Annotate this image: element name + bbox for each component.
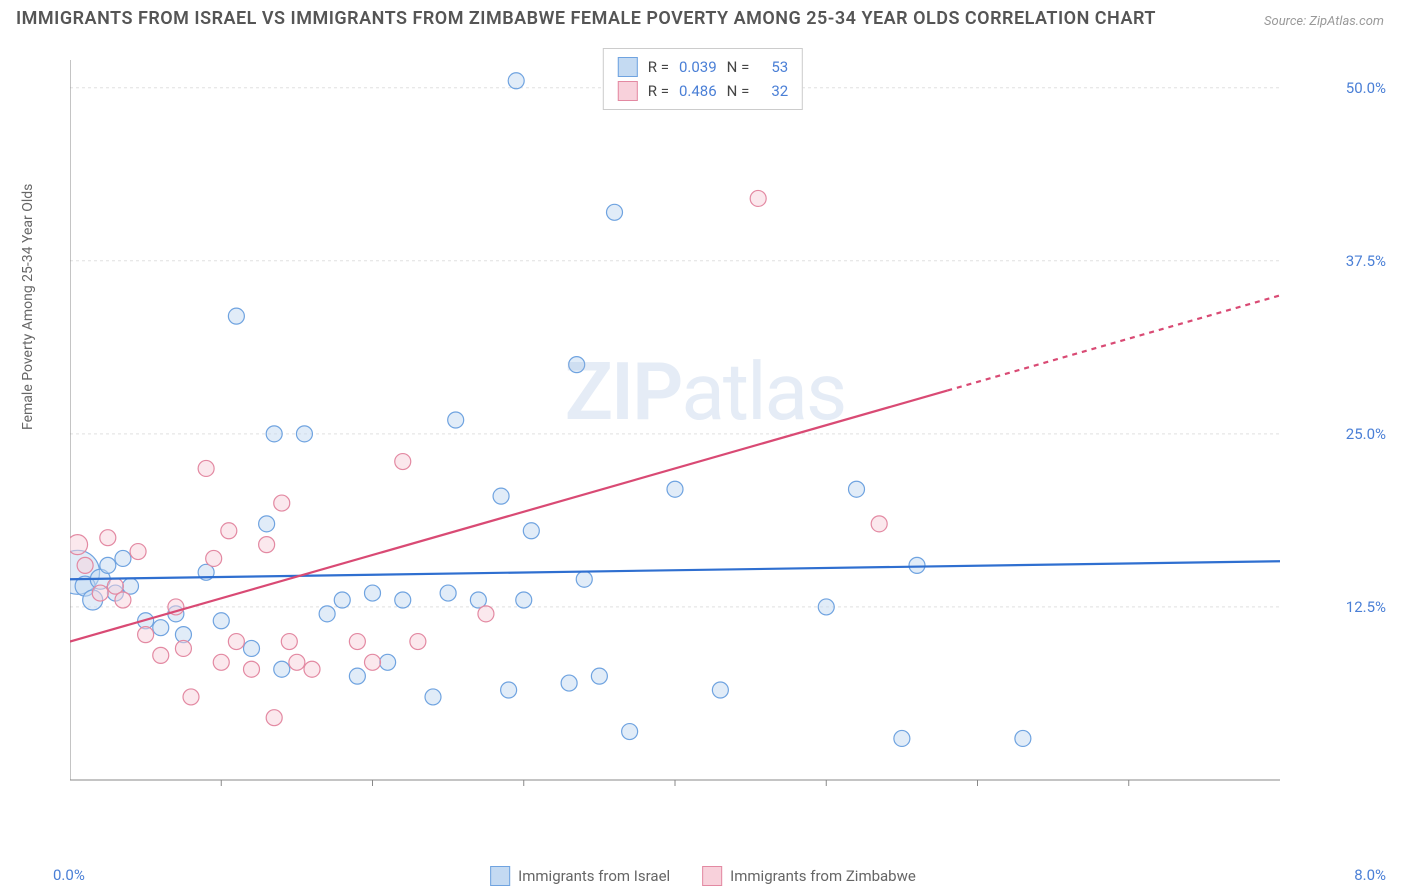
r-label: R =	[648, 82, 669, 100]
y-tick-label: 50.0%	[1346, 79, 1386, 97]
legend-label-zimbabwe: Immigrants from Zimbabwe	[730, 867, 916, 885]
n-value-zimbabwe: 32	[771, 82, 788, 100]
source-attribution: Source: ZipAtlas.com	[1264, 14, 1384, 29]
legend-correlation-row: R = 0.486 N = 32	[618, 79, 788, 103]
n-label: N =	[727, 58, 750, 76]
r-value-israel: 0.039	[679, 58, 717, 76]
n-value-israel: 53	[771, 58, 788, 76]
x-axis-min-label: 0.0%	[53, 866, 85, 884]
scatter-chart	[70, 50, 1340, 810]
n-label: N =	[727, 82, 750, 100]
x-axis-max-label: 8.0%	[1354, 866, 1386, 884]
y-tick-label: 12.5%	[1346, 598, 1386, 616]
legend-swatch-israel	[618, 57, 638, 77]
y-tick-label: 37.5%	[1346, 252, 1386, 270]
legend-swatch-zimbabwe	[618, 81, 638, 101]
legend-series: Immigrants from Israel Immigrants from Z…	[490, 866, 916, 886]
legend-correlation: R = 0.039 N = 53 R = 0.486 N = 32	[603, 48, 803, 110]
legend-item-israel: Immigrants from Israel	[490, 866, 670, 886]
legend-label-israel: Immigrants from Israel	[518, 867, 670, 885]
legend-swatch-zimbabwe	[702, 866, 722, 886]
chart-area: ZIPatlas	[70, 50, 1340, 810]
y-axis-label: Female Poverty Among 25-34 Year Olds	[20, 184, 36, 430]
r-label: R =	[648, 58, 669, 76]
chart-title: IMMIGRANTS FROM ISRAEL VS IMMIGRANTS FRO…	[16, 8, 1156, 29]
legend-correlation-row: R = 0.039 N = 53	[618, 55, 788, 79]
y-tick-label: 25.0%	[1346, 425, 1386, 443]
r-value-zimbabwe: 0.486	[679, 82, 717, 100]
legend-swatch-israel	[490, 866, 510, 886]
legend-item-zimbabwe: Immigrants from Zimbabwe	[702, 866, 916, 886]
